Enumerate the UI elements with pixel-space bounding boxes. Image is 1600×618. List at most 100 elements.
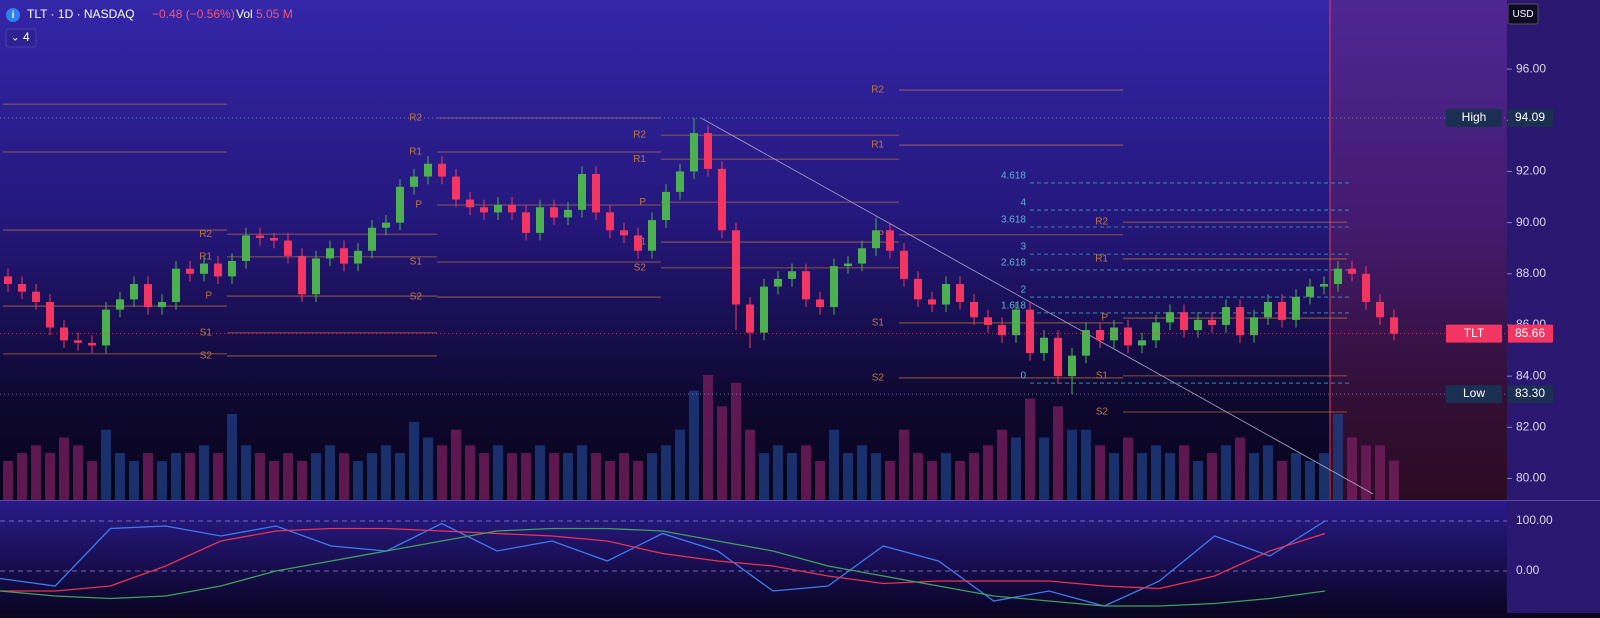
volume-bar [325, 445, 335, 500]
candle-body [1194, 319, 1202, 331]
pivot-label: P [639, 197, 646, 208]
marker-name: Low [1463, 386, 1485, 400]
volume-bar [1361, 445, 1371, 500]
candle-body [1096, 330, 1104, 341]
volume-bar [689, 390, 699, 500]
candle-body [396, 186, 404, 223]
volume-bar [1151, 445, 1161, 500]
candle-body [1250, 317, 1258, 336]
pivot-label: P [877, 230, 884, 241]
candle-body [550, 207, 558, 218]
pivot-label: R1 [633, 154, 646, 165]
candle-body [746, 304, 754, 333]
volume-bar [983, 445, 993, 500]
info-icon[interactable] [6, 8, 20, 22]
candle-body [718, 168, 726, 231]
volume-bar [619, 453, 629, 500]
volume-bar [1263, 445, 1273, 500]
candle-body [312, 258, 320, 295]
pivot-label: R2 [871, 85, 884, 96]
candle-body [1040, 337, 1048, 354]
pivot-label: R2 [1095, 217, 1108, 228]
candle-body [928, 299, 936, 305]
volume-bar [661, 445, 671, 500]
marker-tag [1446, 108, 1502, 127]
candle-body [886, 230, 894, 251]
volume-bar [591, 453, 601, 500]
volume-bar [549, 453, 559, 500]
pivot-label: S1 [410, 257, 423, 268]
volume-bar [451, 429, 461, 500]
volume-bar [647, 453, 657, 500]
candle-body [200, 263, 208, 274]
volume-bar [1221, 445, 1231, 500]
volume-bar [157, 460, 167, 500]
volume-bar [773, 445, 783, 500]
info-glyph: i [12, 10, 15, 21]
volume-bar [1025, 398, 1035, 500]
candle-body [690, 133, 698, 172]
volume-bar [241, 445, 251, 500]
oscillator-pane [0, 501, 1507, 613]
indicators-toggle[interactable] [5, 28, 37, 48]
candle-body [1026, 309, 1034, 354]
volume-bar [479, 453, 489, 500]
candle-body [914, 278, 922, 300]
volume-bar [3, 460, 13, 500]
fib-label: 1.618 [1001, 301, 1026, 312]
volume-bar [1305, 460, 1315, 500]
candle-body [774, 278, 782, 287]
chevron: ⌄ [11, 33, 19, 44]
candle-body [88, 342, 96, 346]
pivot-label: S1 [1096, 371, 1109, 382]
candle-body [634, 235, 642, 251]
pivot-label: P [205, 291, 212, 302]
fib-label: 2.618 [1001, 258, 1026, 269]
volume-bar [227, 414, 237, 500]
candle-body [816, 299, 824, 308]
price-pane [0, 0, 1507, 500]
volume-bar [1081, 429, 1091, 500]
candle-body [564, 209, 572, 218]
symbol[interactable]: TLT · 1D · NASDAQ [27, 7, 135, 21]
volume-bar [955, 460, 965, 500]
candle-body [1138, 340, 1146, 346]
candle-body [1124, 327, 1132, 346]
currency-button[interactable] [1507, 3, 1539, 25]
volume-bar [871, 453, 881, 500]
candle-body [676, 171, 684, 192]
volume-bar [255, 453, 265, 500]
volume-bar [1109, 453, 1119, 500]
candle-body [1222, 307, 1230, 325]
volume-bar [815, 460, 825, 500]
marker-value-tag [1508, 108, 1553, 127]
candle-body [1376, 301, 1384, 318]
candle-body [480, 207, 488, 213]
candle-body [942, 284, 950, 305]
pivot-label: S2 [410, 292, 423, 303]
volume-bar [297, 460, 307, 500]
volume-bar [885, 460, 895, 500]
volume-bar [801, 445, 811, 500]
candle-body [998, 324, 1006, 336]
volume-bar [129, 460, 139, 500]
volume-bar [395, 453, 405, 500]
osc-tick-label: 100.00 [1516, 513, 1553, 527]
volume-bar [843, 453, 853, 500]
candle-body [284, 240, 292, 256]
candle-body [1278, 301, 1286, 320]
volume-bar [1207, 453, 1217, 500]
volume-bar [1319, 453, 1329, 500]
candle-body [298, 255, 306, 295]
volume-bar [703, 375, 713, 500]
fib-label: 0 [1020, 371, 1026, 382]
marker-value: 83.30 [1515, 386, 1545, 400]
candle-body [956, 284, 964, 302]
volume-bar [1123, 437, 1133, 500]
candle-body [830, 266, 838, 308]
volume-bar [1137, 453, 1147, 500]
volume-bar [521, 453, 531, 500]
volume-bar [185, 453, 195, 500]
fib-label: 3 [1020, 242, 1026, 253]
